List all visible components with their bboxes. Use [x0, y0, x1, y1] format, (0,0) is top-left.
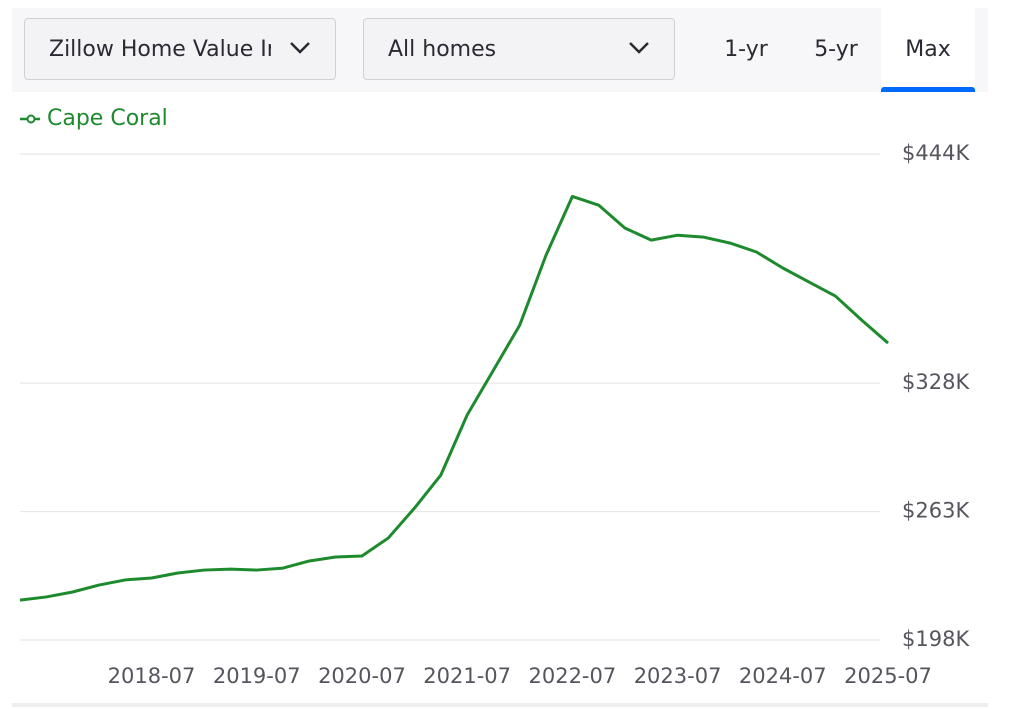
y-tick-label: $444K [902, 141, 970, 165]
metric-dropdown[interactable]: Zillow Home Value Index [24, 18, 336, 80]
series-line [19, 194, 889, 602]
dropdown-label: All homes [388, 37, 497, 62]
home-type-dropdown[interactable]: All homes [363, 18, 675, 80]
range-tab[interactable]: 1-yr [724, 37, 768, 62]
x-tick-label: 2021-07 [423, 664, 511, 688]
chevron [290, 42, 310, 54]
x-tick-label: 2025-07 [844, 664, 932, 688]
x-tick-label: 2019-07 [213, 664, 301, 688]
range-tab[interactable]: Max [881, 8, 975, 92]
range-tab[interactable]: 5-yr [814, 37, 858, 62]
x-tick-label: 2020-07 [318, 664, 406, 688]
toolbar: Zillow Home Value Index All homes 1-yr 5… [12, 8, 988, 92]
dropdown-label: Zillow Home Value Index [49, 37, 271, 62]
x-tick-label: 2023-07 [634, 664, 722, 688]
legend-icon [26, 114, 36, 124]
x-tick-label: 2024-07 [739, 664, 827, 688]
legend-label: Cape Coral [47, 106, 168, 131]
chevron [629, 42, 649, 54]
y-tick-label: $198K [902, 627, 970, 651]
y-tick-label: $328K [902, 370, 970, 394]
x-tick-label: 2022-07 [528, 664, 616, 688]
divider [12, 703, 988, 707]
x-tick-label: 2018-07 [108, 664, 196, 688]
y-tick-label: $263K [902, 499, 970, 523]
